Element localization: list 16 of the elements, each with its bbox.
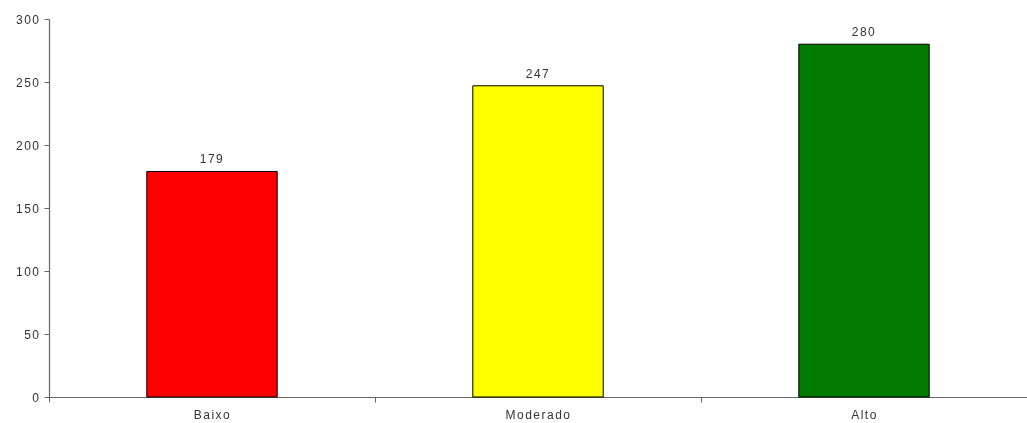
y-tick-label: 50 (24, 327, 41, 342)
y-tick-label: 150 (15, 201, 41, 216)
bar (146, 170, 278, 398)
y-tick-label: 250 (15, 75, 41, 90)
x-tick-label: Moderado (505, 407, 572, 422)
x-tick-label: Alto (851, 407, 878, 422)
data-label: 280 (851, 25, 877, 40)
y-tick-label: 0 (32, 390, 41, 405)
x-tick-label: Baixo (193, 407, 232, 422)
y-tick-label: 200 (15, 138, 41, 153)
y-tick-label: 300 (15, 12, 41, 27)
data-label: 179 (199, 152, 225, 167)
y-tick-label: 100 (15, 264, 41, 279)
bar (798, 43, 930, 398)
data-label: 247 (525, 66, 551, 81)
bar (472, 85, 604, 398)
